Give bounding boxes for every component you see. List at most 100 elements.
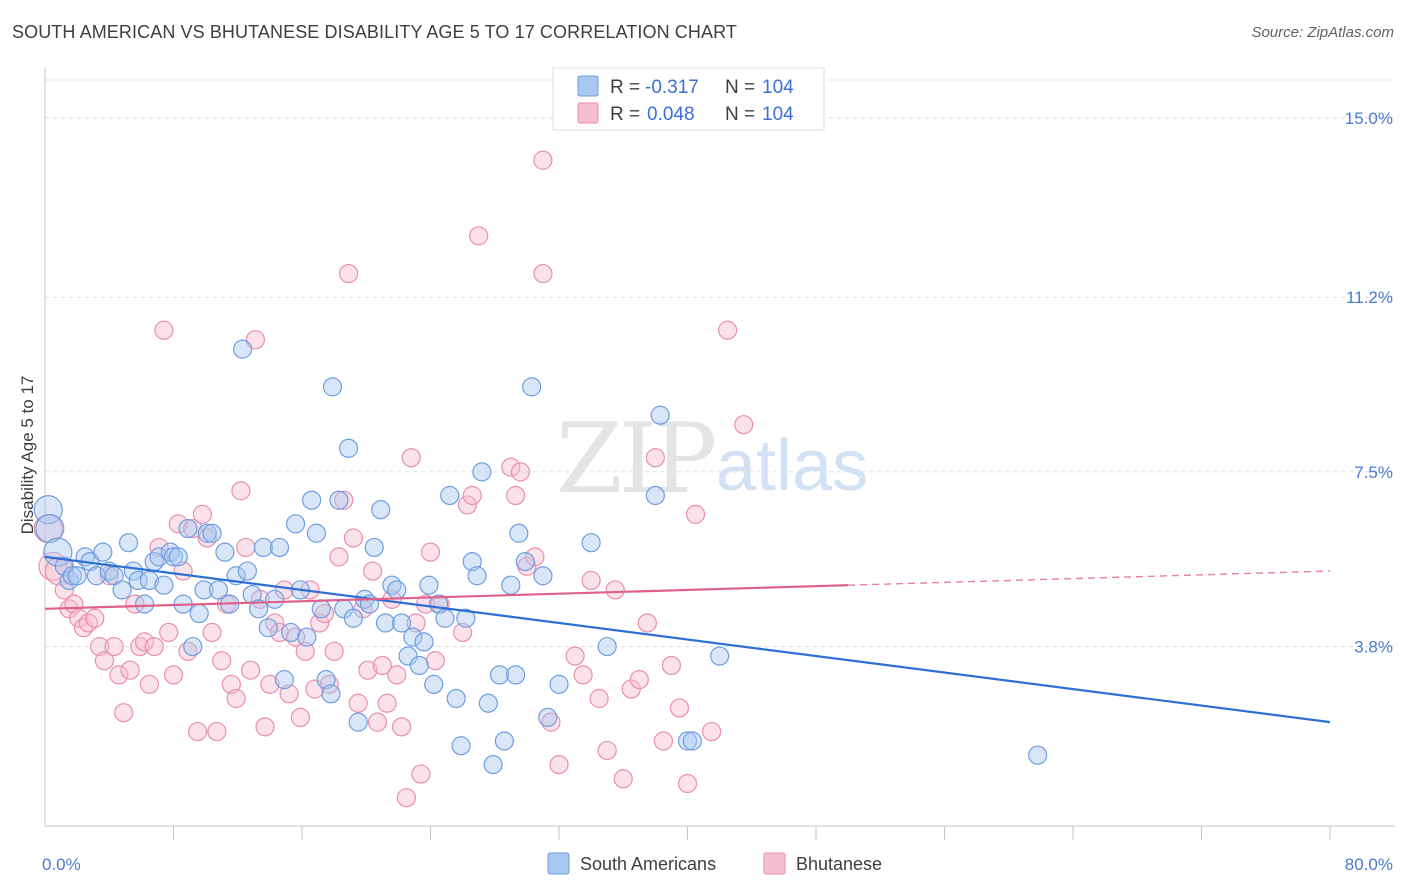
south-american-point-100 (682, 731, 702, 751)
south-american-point-99 (677, 731, 698, 751)
bhutanese-point-81 (453, 622, 473, 643)
bhutanese-point-100 (613, 769, 633, 789)
south-american-point-49 (302, 490, 322, 510)
south-american-point-16 (128, 570, 148, 591)
bhutanese-point-86 (506, 485, 526, 506)
bhutanese-point-93 (549, 755, 569, 775)
legend-n-label-2: N = (725, 104, 755, 125)
south-american-point-87 (501, 575, 521, 595)
south-american-point-91 (522, 377, 542, 397)
bhutanese-point-105 (653, 731, 674, 751)
legend-n-value-1: 104 (762, 77, 794, 98)
south-american-point-69 (403, 627, 423, 647)
bhutanese-point-73 (396, 788, 417, 808)
bhutanese-point-71 (387, 665, 407, 685)
bhutanese-point-95 (573, 665, 593, 685)
south-american-point-79 (456, 608, 476, 628)
chart-source: Source: ZipAtlas.com (1251, 24, 1394, 41)
bhutanese-point-24 (159, 622, 179, 643)
south-american-point-29 (194, 580, 214, 600)
bhutanese-point-21 (144, 636, 164, 657)
south-american-point-1 (35, 513, 65, 544)
bhutanese-point-74 (401, 448, 421, 468)
south-american-point-33 (215, 542, 235, 562)
bhutanese-point-72 (391, 717, 412, 737)
bhutanese-point-49 (279, 684, 299, 704)
bhutanese-point-23 (154, 320, 174, 340)
bhutanese-point-63 (348, 693, 368, 713)
bhutanese-point-110 (701, 721, 722, 742)
south-american-point-53 (321, 684, 341, 704)
bottom-legend: South Americans Bhutanese (547, 852, 882, 875)
south-american-point-57 (338, 438, 359, 458)
bhutanese-point-85 (501, 457, 521, 477)
south-american-point-89 (509, 523, 529, 543)
bhutanese-point-55 (310, 613, 330, 633)
south-american-point-73 (424, 674, 444, 694)
bhutanese-point-60 (334, 490, 354, 510)
bhutanese-point-39 (231, 481, 251, 501)
south-american-point-64 (375, 613, 396, 633)
south-american-point-45 (281, 622, 301, 643)
bhutanese-point-84 (469, 226, 489, 246)
bhutanese-point-41 (241, 660, 261, 680)
bhutanese-point-82 (457, 495, 478, 515)
south-american-point-85 (489, 665, 510, 685)
south-american-point-71 (414, 632, 434, 652)
south-american-point-95 (581, 533, 601, 553)
legend-r-value-1: -0.317 (645, 77, 699, 98)
south-american-point-44 (274, 670, 294, 690)
y-axis-title: Disability Age 5 to 17 (18, 376, 37, 535)
bhutanese-point-78 (420, 542, 441, 562)
bhutanese-point-9 (85, 608, 105, 628)
y-tick-label-2: 11.2% (1346, 288, 1393, 307)
x-tick-label-1: 80.0% (1345, 855, 1393, 874)
legend-swatch-south-americans (577, 75, 599, 97)
south-american-point-92 (533, 566, 553, 586)
watermark-zip: ZIP (556, 403, 715, 515)
south-american-point-84 (483, 755, 503, 775)
south-american-point-24 (168, 547, 188, 567)
bhutanese-point-79 (425, 651, 445, 671)
south-american-point-63 (371, 500, 391, 520)
bhutanese-point-90 (533, 150, 553, 170)
south-american-point-46 (285, 514, 306, 534)
y-tick-label-3: 15.0% (1345, 109, 1393, 128)
south-american-point-27 (183, 636, 203, 657)
south-american-point-32 (208, 580, 229, 600)
bhutanese-point-102 (629, 670, 649, 690)
bhutanese-point-76 (411, 764, 431, 784)
south-american-point-55 (329, 490, 349, 510)
south-american-point-58 (343, 608, 363, 628)
south-american-point-81 (467, 566, 487, 586)
bhutanese-point-107 (669, 698, 690, 718)
bhutanese-point-83 (462, 485, 482, 506)
bhutanese-point-17 (125, 594, 145, 614)
legend-n-value-2: 104 (762, 104, 794, 125)
bhutanese-point-11 (94, 651, 115, 671)
south-american-point-94 (549, 674, 569, 694)
south-american-point-43 (269, 537, 290, 558)
bhutanese-point-14 (109, 665, 129, 685)
south-american-point-18 (139, 570, 160, 591)
y-tick-label-1: 7.5% (1354, 463, 1393, 482)
bhutanese-point-96 (581, 570, 601, 591)
bhutanese-point-61 (338, 263, 359, 284)
bhutanese-point-108 (677, 773, 698, 794)
south-american-point-20 (149, 547, 169, 567)
bhutanese-point-33 (202, 622, 222, 643)
bhutanese-point-112 (734, 415, 754, 435)
bhutanese-point-91 (533, 263, 553, 284)
bhutanese-point-65 (358, 660, 378, 680)
bhutanese-point-104 (645, 448, 665, 468)
bhutanese-point-34 (207, 721, 227, 742)
south-american-point-98 (650, 405, 670, 425)
bhutanese-trend-line-extension (848, 570, 1331, 586)
bhutanese-point-97 (589, 688, 609, 709)
south-american-point-23 (163, 547, 184, 567)
south-american-point-97 (645, 485, 665, 506)
bhutanese-point-52 (295, 641, 315, 661)
bhutanese-point-44 (255, 717, 275, 737)
bhutanese-point-38 (226, 688, 246, 709)
bhutanese-point-75 (406, 613, 426, 633)
